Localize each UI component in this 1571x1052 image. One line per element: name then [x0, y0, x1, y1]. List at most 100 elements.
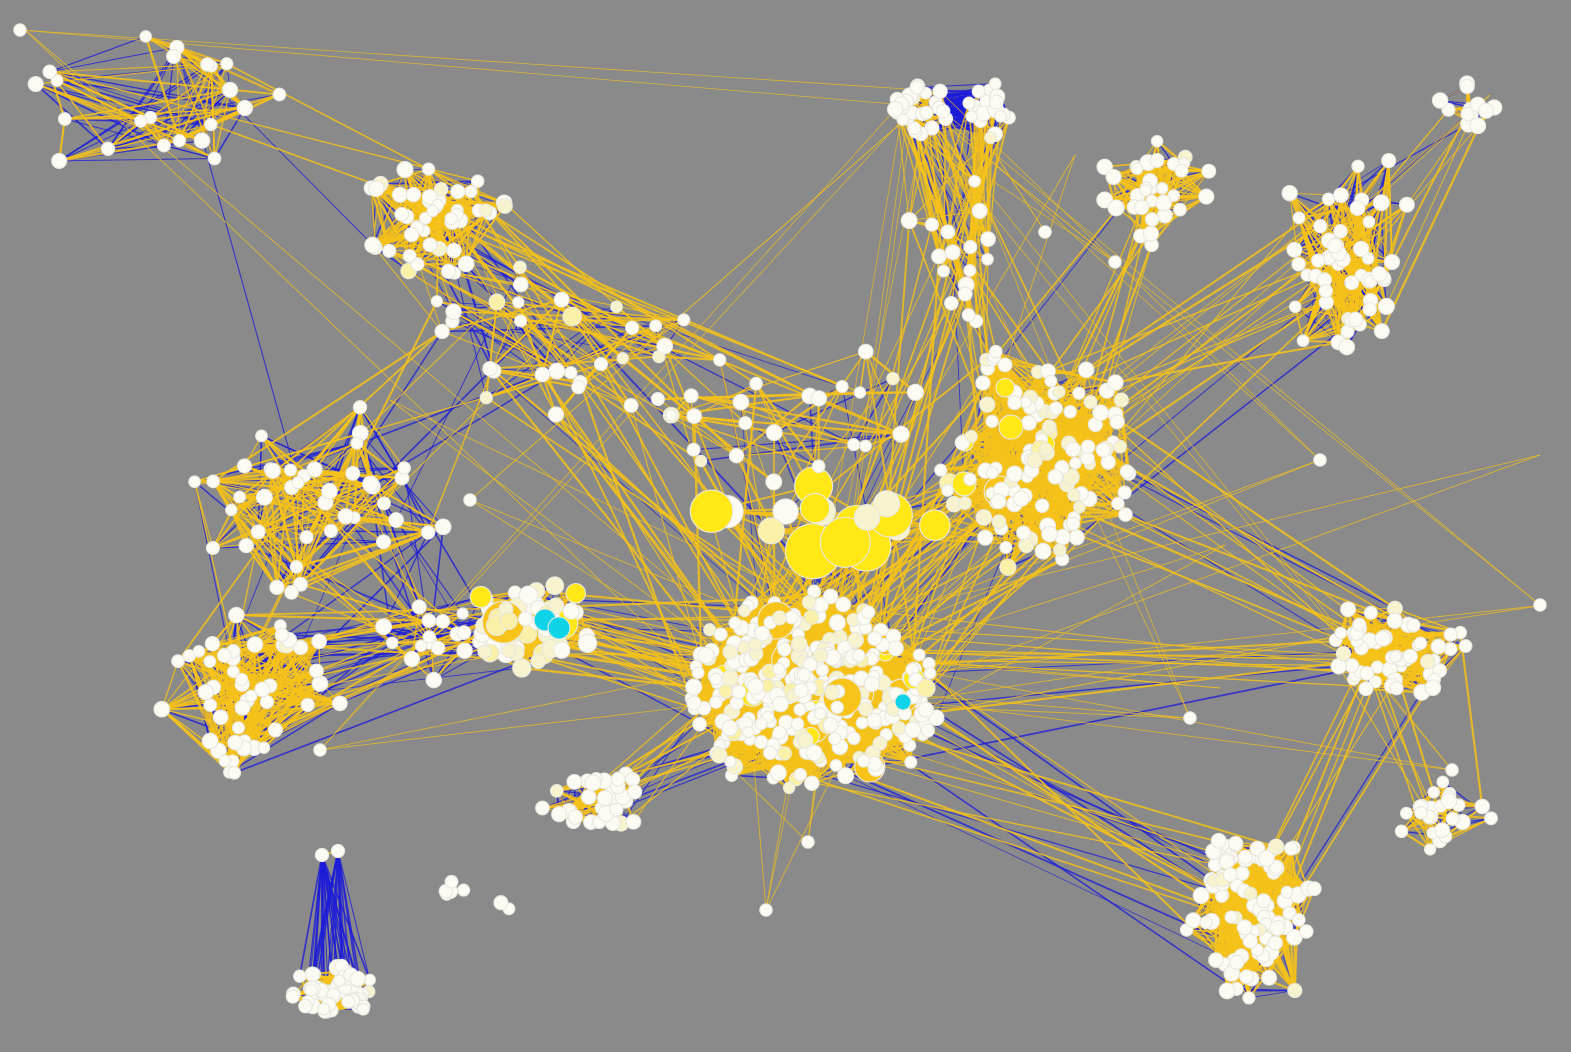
graph-node[interactable]: [1291, 913, 1306, 927]
graph-node[interactable]: [382, 243, 397, 258]
graph-node[interactable]: [1006, 465, 1024, 483]
graph-node[interactable]: [304, 966, 321, 983]
graph-node[interactable]: [501, 643, 517, 659]
graph-node[interactable]: [300, 697, 315, 713]
graph-node[interactable]: [819, 516, 871, 568]
graph-node[interactable]: [896, 113, 910, 126]
graph-node[interactable]: [259, 694, 275, 710]
graph-node[interactable]: [1434, 822, 1451, 839]
graph-node[interactable]: [805, 744, 823, 762]
graph-node[interactable]: [207, 151, 222, 166]
graph-node[interactable]: [1047, 468, 1064, 485]
graph-node[interactable]: [227, 765, 242, 780]
graph-node[interactable]: [564, 366, 578, 380]
graph-node[interactable]: [919, 105, 934, 120]
graph-node[interactable]: [396, 161, 414, 179]
graph-node[interactable]: [456, 625, 472, 640]
graph-node[interactable]: [267, 722, 283, 738]
graph-node[interactable]: [721, 669, 739, 687]
graph-node[interactable]: [426, 204, 439, 218]
graph-node[interactable]: [754, 625, 771, 642]
graph-node[interactable]: [1092, 404, 1109, 422]
graph-node[interactable]: [1431, 92, 1449, 109]
graph-node[interactable]: [250, 524, 266, 540]
graph-node[interactable]: [434, 518, 452, 536]
graph-node[interactable]: [691, 666, 705, 680]
graph-node[interactable]: [624, 320, 640, 335]
graph-node[interactable]: [686, 695, 702, 711]
graph-node[interactable]: [1311, 253, 1326, 268]
graph-node[interactable]: [958, 496, 972, 510]
graph-node[interactable]: [710, 747, 728, 764]
graph-node[interactable]: [1208, 952, 1224, 968]
graph-node[interactable]: [530, 653, 546, 670]
graph-node[interactable]: [1327, 238, 1343, 254]
graph-node[interactable]: [1242, 933, 1258, 949]
graph-node[interactable]: [456, 642, 473, 659]
graph-node[interactable]: [153, 700, 171, 718]
graph-node[interactable]: [988, 94, 1004, 110]
graph-node[interactable]: [728, 448, 745, 464]
graph-node[interactable]: [388, 512, 405, 528]
graph-node[interactable]: [479, 391, 493, 405]
graph-node[interactable]: [512, 276, 529, 293]
graph-node[interactable]: [810, 390, 828, 407]
graph-node[interactable]: [857, 343, 874, 360]
graph-node[interactable]: [1351, 159, 1365, 173]
graph-node[interactable]: [1119, 464, 1135, 479]
graph-node[interactable]: [1349, 200, 1366, 216]
graph-node[interactable]: [1073, 500, 1086, 514]
graph-node[interactable]: [796, 667, 812, 682]
graph-node[interactable]: [677, 313, 691, 327]
graph-node[interactable]: [206, 474, 221, 489]
graph-node[interactable]: [192, 645, 206, 658]
graph-node[interactable]: [205, 540, 220, 556]
graph-node[interactable]: [246, 636, 264, 653]
graph-node[interactable]: [1484, 811, 1498, 826]
graph-node[interactable]: [937, 264, 950, 278]
graph-node[interactable]: [1389, 650, 1402, 663]
graph-node[interactable]: [1347, 311, 1364, 328]
graph-node[interactable]: [977, 529, 994, 546]
graph-node[interactable]: [1282, 906, 1297, 921]
graph-node[interactable]: [963, 240, 978, 255]
graph-node[interactable]: [1215, 889, 1229, 903]
graph-node[interactable]: [244, 689, 258, 703]
graph-node[interactable]: [1460, 106, 1475, 122]
graph-node[interactable]: [421, 613, 437, 628]
graph-node[interactable]: [1107, 374, 1124, 391]
graph-node[interactable]: [746, 677, 764, 695]
graph-node[interactable]: [754, 717, 768, 731]
graph-node[interactable]: [1174, 163, 1189, 178]
graph-node[interactable]: [1072, 386, 1086, 400]
graph-node[interactable]: [375, 618, 393, 636]
graph-node[interactable]: [236, 99, 254, 117]
graph-node[interactable]: [1333, 187, 1349, 204]
graph-node[interactable]: [553, 291, 570, 308]
graph-node[interactable]: [1155, 182, 1169, 195]
graph-node[interactable]: [822, 717, 839, 733]
graph-node[interactable]: [1218, 853, 1235, 870]
graph-node[interactable]: [323, 523, 338, 538]
graph-node[interactable]: [830, 700, 844, 715]
graph-node[interactable]: [686, 442, 701, 457]
graph-node[interactable]: [134, 114, 148, 128]
graph-node[interactable]: [593, 357, 609, 372]
graph-node[interactable]: [811, 459, 826, 474]
graph-node-highlighted[interactable]: [894, 693, 912, 711]
graph-node[interactable]: [1292, 211, 1306, 225]
graph-node[interactable]: [218, 754, 232, 768]
graph-node[interactable]: [1236, 919, 1253, 936]
graph-node[interactable]: [201, 732, 219, 750]
graph-node[interactable]: [907, 121, 922, 136]
graph-node[interactable]: [292, 639, 309, 656]
graph-node[interactable]: [793, 702, 807, 717]
graph-node[interactable]: [1344, 275, 1360, 291]
graph-node[interactable]: [1443, 627, 1458, 642]
graph-node[interactable]: [596, 790, 614, 807]
graph-node[interactable]: [444, 874, 459, 889]
graph-node[interactable]: [377, 496, 391, 511]
graph-node[interactable]: [1107, 199, 1125, 217]
graph-node[interactable]: [291, 476, 305, 490]
graph-node[interactable]: [337, 508, 354, 525]
